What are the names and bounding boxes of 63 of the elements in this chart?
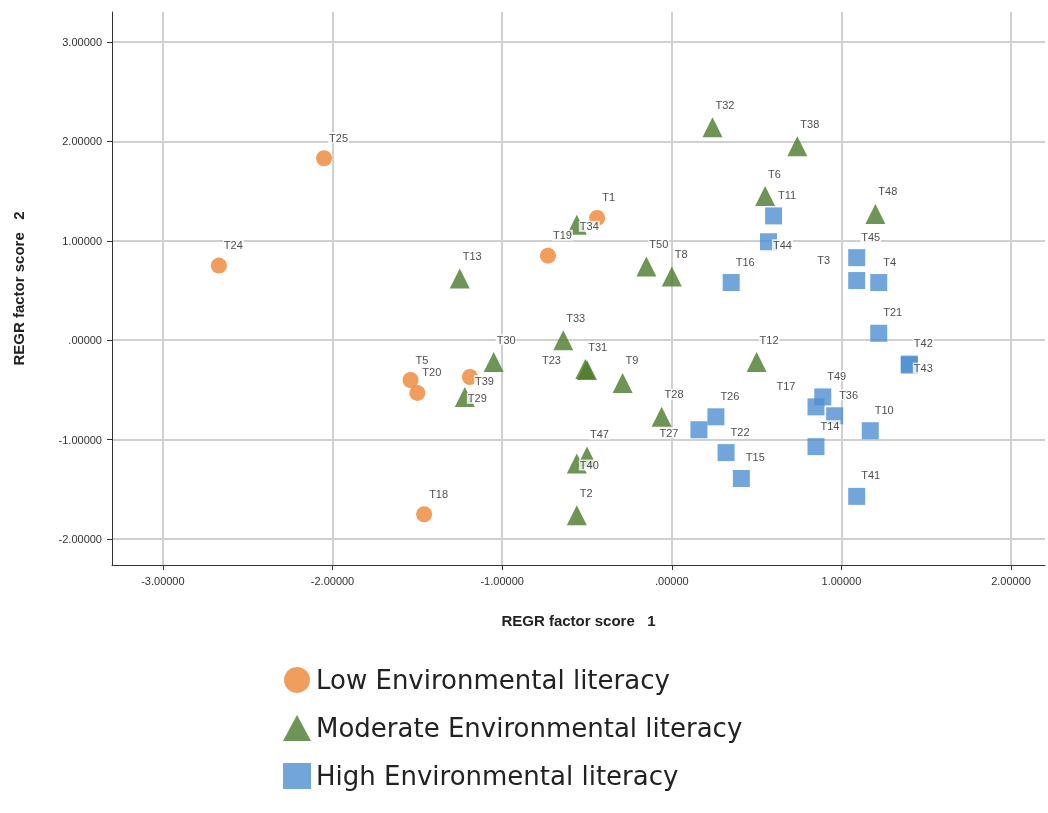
y-tick-label: -1.00000 <box>58 433 102 446</box>
data-label: T43 <box>913 362 933 375</box>
data-label: T17 <box>776 379 796 392</box>
data-label: T18 <box>429 487 449 500</box>
data-label: T33 <box>566 311 586 324</box>
x-tick-label: 1.00000 <box>821 574 862 587</box>
data-label: T25 <box>329 131 349 144</box>
data-label: T50 <box>649 238 669 251</box>
data-label: T16 <box>735 255 755 268</box>
data-label: T4 <box>883 255 897 268</box>
x-tick-label: -3.00000 <box>141 574 185 587</box>
x-tick-label: .00000 <box>654 574 689 587</box>
data-label: T31 <box>588 340 608 353</box>
data-label: T47 <box>589 428 609 441</box>
y-axis-title: REGR factor score 2 <box>10 211 27 366</box>
y-tick-label: -2.00000 <box>58 533 102 546</box>
data-label: T26 <box>720 389 740 402</box>
data-label: T39 <box>474 374 494 387</box>
data-label: T10 <box>874 403 894 416</box>
legend-label: Moderate Environmental literacy <box>316 713 743 743</box>
x-tick-label: -2.00000 <box>310 574 355 587</box>
data-label: T23 <box>541 353 561 366</box>
y-tick-label: 3.00000 <box>62 35 102 48</box>
data-label: T8 <box>674 248 688 261</box>
data-label: T20 <box>422 366 442 379</box>
data-label: T22 <box>730 425 750 438</box>
data-label: T6 <box>768 167 781 180</box>
data-label: T13 <box>462 250 482 263</box>
data-label: T48 <box>878 185 898 198</box>
data-label: T3 <box>817 253 831 266</box>
data-label: T32 <box>715 98 735 111</box>
data-label: T28 <box>664 388 684 401</box>
data-label: T5 <box>415 353 429 366</box>
data-label: T29 <box>467 392 487 405</box>
data-label: T27 <box>659 426 679 439</box>
x-tick-label: -1.00000 <box>480 574 524 587</box>
data-label: T24 <box>223 239 243 252</box>
x-axis-title: REGR factor score 1 <box>501 612 656 629</box>
x-tick-label: 2.00000 <box>991 574 1031 587</box>
y-tick-label: .00000 <box>68 334 102 347</box>
data-label: T21 <box>883 306 903 319</box>
y-tick-label: 1.00000 <box>62 234 102 247</box>
legend-label: Low Environmental literacy <box>316 665 670 695</box>
data-label: T30 <box>496 333 516 346</box>
data-label: T1 <box>602 191 615 204</box>
legend-label: High Environmental literacy <box>316 761 679 791</box>
data-label: T38 <box>800 117 820 130</box>
y-tick-label: 2.00000 <box>62 135 102 148</box>
data-label: T34 <box>579 220 599 233</box>
data-label: T15 <box>745 451 765 464</box>
data-label: T44 <box>772 238 792 251</box>
data-label: T9 <box>625 354 639 367</box>
data-label: T42 <box>913 337 933 350</box>
data-label: T19 <box>552 229 572 242</box>
data-label: T49 <box>827 369 847 382</box>
data-label: T2 <box>579 486 593 499</box>
data-label: T11 <box>778 188 797 201</box>
data-label: T14 <box>820 419 840 432</box>
data-label: T41 <box>861 469 881 482</box>
data-label: T40 <box>579 459 599 472</box>
data-label: T36 <box>839 388 859 401</box>
data-label: T12 <box>759 333 779 346</box>
data-label: T45 <box>861 230 881 243</box>
